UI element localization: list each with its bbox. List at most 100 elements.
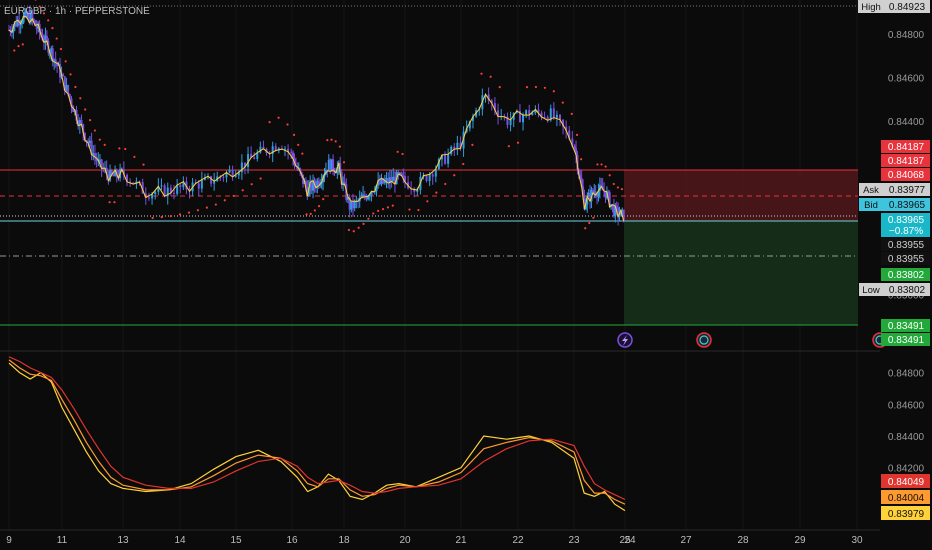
price-change: −0.87% (889, 226, 923, 237)
flag-icon[interactable] (696, 332, 712, 348)
sar-dot (396, 150, 399, 153)
candle-body (398, 172, 401, 174)
candle-body (300, 172, 303, 175)
sar-dot (408, 208, 411, 211)
level-box-3 (881, 252, 930, 265)
candle-body (612, 204, 615, 217)
candle-body (182, 181, 185, 188)
candle-body (110, 170, 113, 175)
sar-dot (17, 45, 20, 48)
candle-body (82, 124, 85, 133)
candle-body (18, 20, 21, 26)
high-tag-box (858, 0, 884, 13)
ma-fast-box (881, 506, 930, 520)
price-tick: 0.84400 (888, 117, 925, 128)
sar-dot (352, 230, 355, 233)
sar-dot (317, 204, 321, 208)
candle-body (350, 201, 353, 210)
high-value: 0.84923 (889, 2, 926, 13)
lightning-icon[interactable] (617, 332, 633, 348)
candle-body (21, 22, 24, 24)
candle-body (382, 178, 385, 184)
tp-value-3: 0.83491 (888, 335, 925, 346)
price-ma-line (8, 15, 625, 222)
sar-dot (13, 49, 16, 52)
sar-dot (64, 60, 67, 63)
candle-body (622, 209, 625, 222)
candle-body (497, 110, 500, 117)
candle-body (144, 193, 147, 198)
candle-body (490, 100, 493, 104)
candle-body (468, 120, 471, 129)
indicator-tick: 0.84400 (888, 432, 925, 443)
candle-body (428, 174, 431, 181)
candle-body (102, 168, 105, 170)
bid-value: 0.83965 (889, 200, 926, 211)
symbol-title[interactable]: EURGBP · 1h · PEPPERSTONE (4, 6, 150, 17)
sar-dot (338, 145, 341, 148)
ask-value-box (884, 183, 930, 196)
sar-dot (250, 183, 253, 186)
candle-body (122, 169, 125, 175)
sar-dot (507, 145, 510, 148)
candle-body (377, 180, 380, 186)
sar-dot (342, 161, 346, 164)
sar-dot (187, 211, 191, 214)
sar-dot (426, 200, 429, 203)
sar-dot (401, 152, 404, 156)
sar-dot (98, 138, 101, 141)
candle-body (163, 185, 166, 197)
time-tick: 23 (568, 535, 580, 546)
sl-box-1 (881, 140, 930, 153)
sar-dot (21, 43, 24, 46)
candle-body (203, 177, 206, 180)
candle-body (493, 103, 496, 111)
tp-value-1: 0.83802 (888, 270, 925, 281)
sar-dot (196, 209, 200, 212)
candle-body (157, 186, 160, 192)
take-profit-zone[interactable] (624, 221, 858, 325)
candle-body (90, 140, 93, 155)
candle-body (580, 177, 583, 187)
time-tick: 28 (737, 535, 749, 546)
bid-tag: Bid (864, 200, 878, 211)
candle-body (621, 209, 624, 211)
sar-dot (151, 216, 154, 220)
sar-dot (604, 165, 607, 168)
candle-body (24, 11, 27, 16)
tp-box-2 (881, 319, 930, 332)
candle-body (537, 109, 540, 113)
time-tick: 15 (230, 535, 242, 546)
low-value-box (884, 283, 930, 296)
candle-body (65, 85, 68, 91)
candle-body (197, 183, 200, 189)
high-tag: High (861, 2, 881, 13)
ma-slow-value: 0.84049 (888, 477, 925, 488)
level-box-2 (881, 238, 930, 251)
candle-body (87, 141, 90, 144)
candle-body (317, 181, 320, 186)
candle-body (565, 126, 568, 131)
candle-body (225, 172, 228, 178)
candle-body (522, 115, 525, 123)
sar-dot (575, 133, 579, 137)
candle-body (450, 146, 453, 155)
time-tick: 14 (174, 535, 186, 546)
candle-body (247, 154, 250, 168)
time-tick: 29 (794, 535, 806, 546)
level-box-1 (881, 168, 930, 181)
candle-body (98, 159, 101, 161)
candle-body (141, 182, 144, 194)
sar-dot (543, 86, 546, 89)
time-tick: 13 (117, 535, 129, 546)
ask-value: 0.83977 (889, 185, 926, 196)
level-value-2: 0.83955 (888, 240, 925, 251)
candle-body (151, 194, 154, 199)
candle-body (25, 11, 28, 17)
time-tick: 25 (619, 535, 631, 546)
candle-body (387, 178, 390, 184)
candle-body (132, 182, 135, 185)
time-tick: 27 (680, 535, 692, 546)
candle-body (393, 176, 396, 185)
